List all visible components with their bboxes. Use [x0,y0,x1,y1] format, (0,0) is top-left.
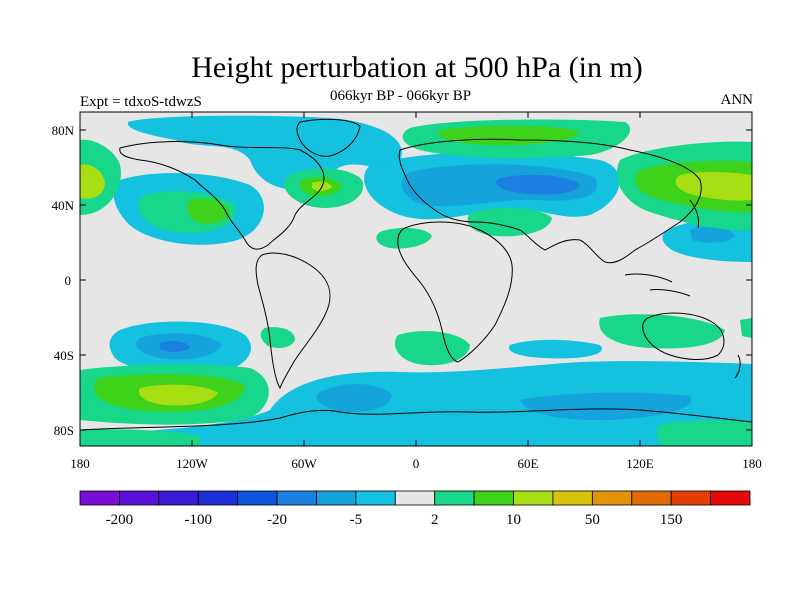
colorbar-swatch [473,490,514,506]
contour-eurasia-inner [496,174,580,195]
colorbar-tick-label: 10 [506,512,521,528]
colorbar-tick-label: -5 [350,512,363,528]
colorbar-swatch [158,490,199,506]
negative-anomalies [80,115,752,446]
coast-australia [642,312,725,360]
contour-fields [80,115,752,446]
contour-siberia-inner [675,171,752,201]
lon-label-180e: 180 [742,456,762,471]
contour-ne-pacific-west-core [80,164,105,199]
season-label: ANN [720,92,754,108]
contour-middle-east [467,207,552,237]
colorbar-swatch [119,490,160,506]
coastlines [80,118,752,431]
lat-label-40s: 40S [54,348,74,363]
colorbar-tick-label: 150 [660,512,683,528]
colorbar-tick-label: -20 [267,512,287,528]
contour-satlantic [509,339,602,359]
colorbar-tick-label: -100 [184,512,212,528]
colorbar-labels: -200 -100 -20 -5 2 10 50 150 [106,512,683,528]
axis-ticks [79,112,753,446]
colorbar-tick-label: 2 [431,512,439,528]
coast-africa [397,221,513,363]
contour-antarctic-east [656,420,752,446]
colorbar-swatch [513,490,554,506]
contour-spacific-inner [160,340,190,352]
colorbar-tick-label: 50 [585,512,600,528]
lat-label-40n: 40N [52,198,75,213]
colorbar [79,490,751,506]
experiment-label: Expt = tdxoS-tdwzS [80,94,202,110]
page-title: Height perturbation at 500 hPa (in m) [191,51,643,84]
colorbar-swatch [276,490,317,506]
colorbar-swatch [79,490,120,506]
colorbar-swatch [552,490,593,506]
lon-label-180w: 180 [70,456,90,471]
contour-south-pacific-green-inner [138,384,218,406]
colorbar-swatch [710,490,751,506]
coast-antarctica [80,408,752,431]
contour-indian-ocean [599,314,725,349]
contour-antarctic-west [80,429,200,446]
colorbar-swatch [355,490,396,506]
colorbar-swatch [631,490,672,506]
coast-eurasia [398,138,702,264]
lat-label-0: 0 [65,273,72,288]
colorbar-swatch [434,490,475,506]
coast-indonesia [624,273,691,297]
lon-label-60w: 60W [291,456,317,471]
coast-greenland [296,118,361,157]
colorbar-swatch [237,490,278,506]
lon-label-120e: 120E [626,456,654,471]
colorbar-swatch [394,490,436,506]
coast-south-america [255,252,331,390]
lon-label-120w: 120W [176,456,209,471]
positive-anomalies [80,119,752,446]
contour-east-indian [740,318,752,338]
colorbar-swatch [316,490,357,506]
colorbar-tick-label: -200 [106,512,134,528]
colorbar-swatch [591,490,633,506]
colorbar-swatch [197,490,239,506]
lon-label-0: 0 [413,456,420,471]
coast-new-zealand [734,354,741,379]
lat-label-80n: 80N [52,123,75,138]
contour-southern-ocean-east [520,392,692,421]
contour-nwpacific-core [690,226,735,243]
lon-label-60e: 60E [518,456,539,471]
subtitle: 066kyr BP - 066kyr BP [330,88,472,104]
colorbar-swatch [670,490,711,506]
contour-npacific-ring-inner [187,198,230,224]
coast-japan [689,199,699,229]
contour-southern-ocean [80,361,752,446]
contour-atl-subtropics [376,227,432,249]
coast-north-america [119,141,325,250]
contour-southern-ocean-core [316,384,392,412]
lat-label-80s: 80S [54,423,74,438]
